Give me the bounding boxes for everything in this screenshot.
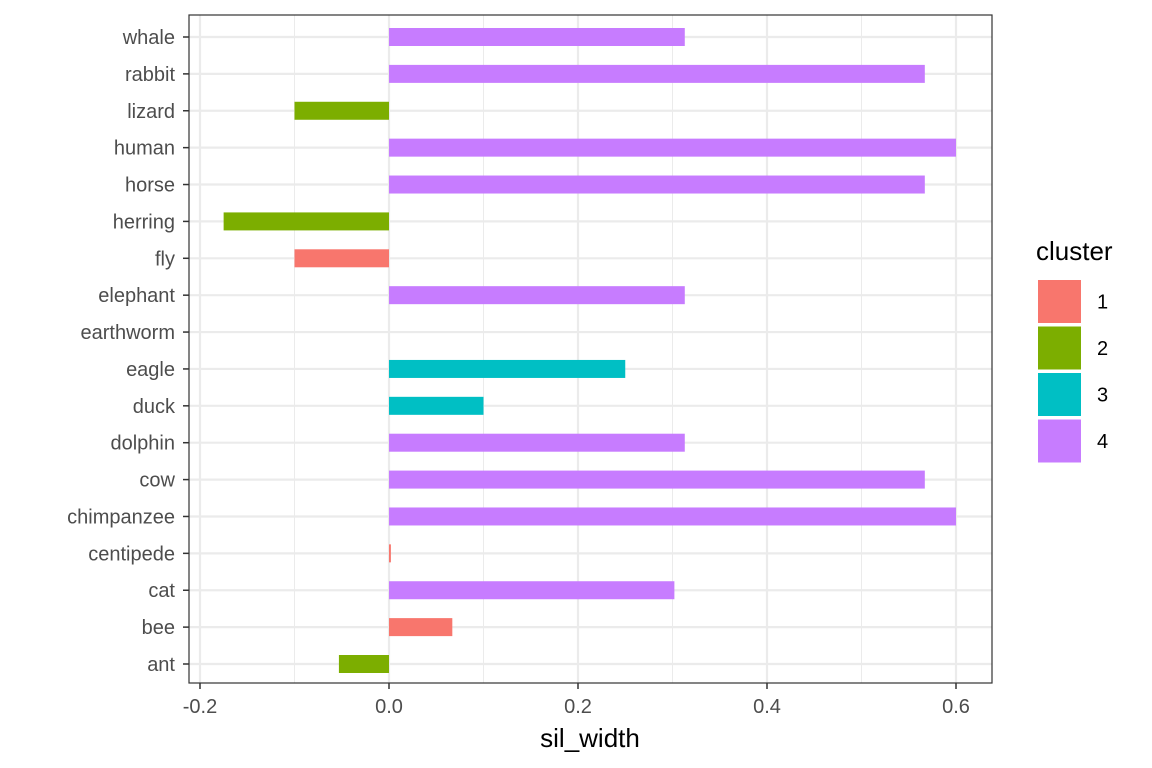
x-tick-label: 0.6 <box>942 696 970 718</box>
bar-lizard <box>294 101 389 120</box>
x-tick-label: 0.2 <box>564 696 592 718</box>
bar-cow <box>389 470 925 489</box>
y-tick-label: fly <box>155 248 175 270</box>
bar-chimpanzee <box>389 507 956 526</box>
x-tick-label: 0.0 <box>375 696 403 718</box>
bar-rabbit <box>389 64 925 83</box>
bar-eagle <box>389 359 626 378</box>
legend-label-3: 3 <box>1097 385 1108 407</box>
legend-key-2 <box>1038 326 1081 370</box>
legend-label-4: 4 <box>1097 431 1108 453</box>
bar-duck <box>389 396 484 415</box>
y-tick-label: bee <box>142 617 175 639</box>
x-tick-label: 0.4 <box>753 696 781 718</box>
bar-elephant <box>389 286 685 305</box>
bar-cat <box>389 581 675 600</box>
legend-title: cluster <box>1036 236 1113 266</box>
plot-panel <box>189 15 992 683</box>
x-axis-title: sil_width <box>540 723 640 753</box>
x-tick-label: -0.2 <box>183 696 217 718</box>
y-tick-label: earthworm <box>81 322 175 344</box>
bar-dolphin <box>389 433 685 452</box>
legend-label-2: 2 <box>1097 338 1108 360</box>
bar-herring <box>223 212 389 231</box>
y-tick-label: elephant <box>98 285 175 307</box>
legend-key-4 <box>1038 419 1081 463</box>
plot-area: whale rabbit lizard human horse herring fly ele… <box>67 14 993 718</box>
y-tick-label: duck <box>133 396 176 418</box>
y-tick-label: herring <box>113 211 175 233</box>
y-tick-label: cow <box>139 470 175 492</box>
y-tick-label: lizard <box>127 101 175 123</box>
y-tick-label: dolphin <box>110 433 175 455</box>
plot-border <box>188 14 993 684</box>
y-tick-label: human <box>114 138 175 160</box>
legend-items: 1 2 3 4 <box>1038 280 1108 463</box>
y-tick-label: horse <box>125 175 175 197</box>
legend-key-3 <box>1038 373 1081 416</box>
y-tick-label: cat <box>148 580 175 602</box>
bar-ant <box>338 655 389 673</box>
y-tick-label: ant <box>147 654 175 676</box>
bar-human <box>389 138 956 157</box>
y-tick-label: whale <box>122 27 175 49</box>
y-tick-label: rabbit <box>125 64 175 86</box>
y-tick-label: eagle <box>126 359 175 381</box>
bar-centipede <box>389 544 391 563</box>
y-tick-label: chimpanzee <box>67 506 175 528</box>
bar-whale <box>389 28 685 46</box>
y-tick-label: centipede <box>88 543 175 565</box>
legend-key-1 <box>1038 280 1081 323</box>
bar-bee <box>389 618 453 637</box>
legend-label-1: 1 <box>1097 292 1108 314</box>
legend: cluster 1 2 3 4 <box>1036 236 1113 463</box>
bar-fly <box>294 249 389 268</box>
bar-horse <box>389 175 925 194</box>
